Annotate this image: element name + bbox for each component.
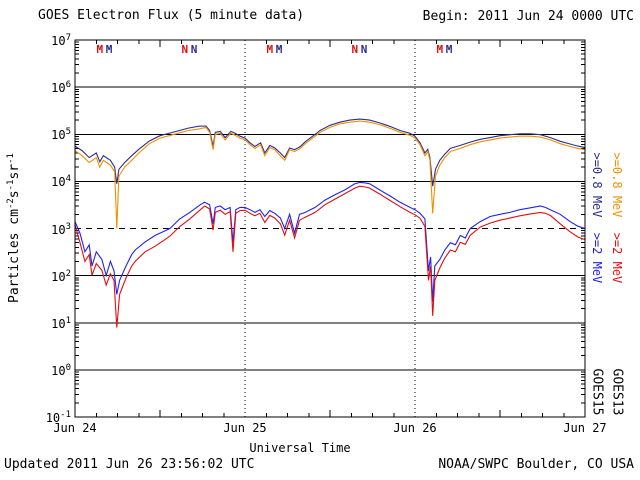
y-tick-label-10e4: 104 bbox=[51, 174, 71, 190]
x-tick-label-jun-24: Jun 24 bbox=[53, 421, 97, 435]
legend-goes13-ge2mev: >=2 MeV bbox=[610, 232, 624, 284]
y-tick-label-10e1: 101 bbox=[51, 315, 71, 331]
legend-goes15-ge0p8mev: >=0.8 MeV bbox=[590, 152, 604, 218]
legend-goes15-label: GOES15 bbox=[589, 368, 605, 416]
top-marker-m-5: M bbox=[276, 43, 283, 56]
x-tick-label-jun-26: Jun 26 bbox=[393, 421, 437, 435]
top-marker-n-7: N bbox=[361, 43, 368, 56]
y-tick-label-10e7: 107 bbox=[51, 33, 71, 48]
top-marker-m-8: M bbox=[436, 43, 443, 56]
series-goes13-0.8-mev bbox=[74, 120, 586, 229]
x-axis-title: Universal Time bbox=[249, 441, 351, 455]
top-marker-n-6: N bbox=[351, 43, 358, 56]
y-tick-label-10e2: 102 bbox=[51, 268, 71, 284]
top-marker-m-4: M bbox=[266, 43, 273, 56]
series-goes15-0.8-mev bbox=[74, 118, 586, 187]
top-marker-n-2: N bbox=[181, 43, 188, 56]
y-tick-label-10e0: 100 bbox=[51, 362, 71, 378]
top-marker-m-1: M bbox=[106, 43, 113, 56]
series-goes13-2-mev bbox=[74, 185, 586, 328]
y-tick-label-10e5: 105 bbox=[51, 127, 71, 143]
series-goes15-2-mev bbox=[74, 181, 586, 302]
top-marker-n-3: N bbox=[191, 43, 198, 56]
x-tick-label-jun-25: Jun 25 bbox=[223, 421, 267, 435]
source-attribution: NOAA/SWPC Boulder, CO USA bbox=[438, 457, 634, 472]
legend-goes13-label: GOES13 bbox=[609, 368, 625, 416]
legend-goes15-ge2mev: >=2 MeV bbox=[590, 232, 604, 284]
top-marker-m-9: M bbox=[446, 43, 453, 56]
y-tick-label-10e3: 103 bbox=[51, 221, 71, 237]
begin-timestamp: Begin: 2011 Jun 24 0000 UTC bbox=[422, 9, 634, 24]
top-marker-m-0: M bbox=[96, 43, 103, 56]
plot-border bbox=[74, 39, 586, 418]
y-tick-label-10e6: 106 bbox=[51, 80, 71, 96]
chart-title: GOES Electron Flux (5 minute data) bbox=[38, 8, 305, 23]
x-tick-label-jun-27: Jun 27 bbox=[563, 421, 607, 435]
y-tick-label-10e-1: 10-1 bbox=[45, 410, 71, 425]
updated-timestamp: Updated 2011 Jun 26 23:56:02 UTC bbox=[4, 457, 255, 472]
legend-goes13-ge0p8mev: >=0.8 MeV bbox=[610, 152, 624, 218]
